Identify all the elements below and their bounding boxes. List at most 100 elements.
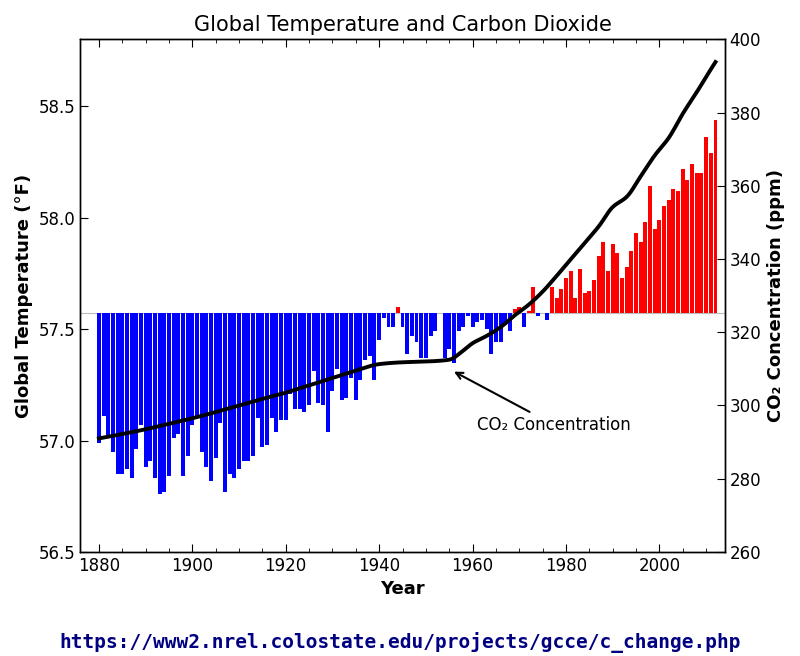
Bar <box>125 314 129 470</box>
Bar <box>143 314 147 467</box>
Bar <box>434 314 437 331</box>
Bar <box>349 314 353 378</box>
Bar <box>470 314 474 327</box>
Bar <box>134 314 138 449</box>
Bar <box>686 180 690 314</box>
Bar <box>447 314 451 349</box>
Bar <box>699 173 703 314</box>
Bar <box>358 314 362 380</box>
Bar <box>410 314 414 336</box>
Bar <box>587 291 591 314</box>
Bar <box>148 314 152 461</box>
Bar <box>228 314 232 474</box>
Bar <box>518 307 522 314</box>
Bar <box>592 280 596 314</box>
Bar <box>209 314 213 481</box>
Bar <box>139 314 143 425</box>
Bar <box>513 309 517 314</box>
Bar <box>485 314 489 329</box>
Bar <box>391 314 395 327</box>
Bar <box>396 307 400 314</box>
Bar <box>377 314 381 340</box>
Bar <box>606 271 610 314</box>
Bar <box>246 314 250 461</box>
Bar <box>602 242 606 314</box>
Title: Global Temperature and Carbon Dioxide: Global Temperature and Carbon Dioxide <box>194 15 611 35</box>
Bar <box>242 314 246 461</box>
Bar <box>671 189 675 314</box>
Bar <box>354 314 358 400</box>
Bar <box>288 314 292 394</box>
Bar <box>638 242 642 314</box>
Bar <box>382 314 386 318</box>
Bar <box>120 314 124 474</box>
Bar <box>111 314 115 451</box>
Bar <box>714 119 718 314</box>
Bar <box>582 293 586 314</box>
Bar <box>508 314 512 331</box>
Bar <box>363 314 367 360</box>
Bar <box>414 314 418 342</box>
Bar <box>494 314 498 342</box>
Bar <box>625 267 629 314</box>
Bar <box>457 314 461 331</box>
Bar <box>330 314 334 392</box>
Bar <box>298 314 302 409</box>
Bar <box>554 298 558 314</box>
Bar <box>345 314 349 398</box>
Bar <box>312 314 316 371</box>
Bar <box>237 314 241 470</box>
Bar <box>326 314 330 432</box>
Bar <box>658 220 662 314</box>
Bar <box>172 314 175 438</box>
Bar <box>153 314 157 478</box>
Bar <box>405 314 409 354</box>
Bar <box>522 314 526 327</box>
Bar <box>302 314 306 411</box>
X-axis label: Year: Year <box>380 581 425 598</box>
Bar <box>260 314 264 447</box>
Bar <box>648 186 652 314</box>
Bar <box>526 311 530 314</box>
Bar <box>462 314 466 327</box>
Bar <box>106 314 110 438</box>
Bar <box>690 164 694 314</box>
Bar <box>162 314 166 492</box>
Bar <box>419 314 423 358</box>
Bar <box>256 314 260 419</box>
Bar <box>681 169 685 314</box>
Bar <box>531 287 535 314</box>
Bar <box>564 277 568 314</box>
Text: https://www2.nrel.colostate.edu/projects/gcce/c_change.php: https://www2.nrel.colostate.edu/projects… <box>59 632 741 653</box>
Bar <box>293 314 297 409</box>
Bar <box>569 271 573 314</box>
Bar <box>615 253 619 314</box>
Bar <box>204 314 208 467</box>
Bar <box>223 314 227 492</box>
Bar <box>503 314 507 325</box>
Bar <box>270 314 274 419</box>
Bar <box>97 314 101 443</box>
Bar <box>704 137 708 314</box>
Bar <box>190 314 194 425</box>
Bar <box>620 277 624 314</box>
Bar <box>274 314 278 432</box>
Bar <box>536 314 540 316</box>
Y-axis label: Global Temperature (°F): Global Temperature (°F) <box>15 174 33 418</box>
Bar <box>662 207 666 314</box>
Bar <box>265 314 269 445</box>
Bar <box>158 314 162 494</box>
Bar <box>578 269 582 314</box>
Bar <box>574 298 578 314</box>
Bar <box>666 200 670 314</box>
Bar <box>251 314 255 456</box>
Bar <box>321 314 325 405</box>
Bar <box>559 289 563 314</box>
Text: CO₂ Concentration: CO₂ Concentration <box>456 373 631 434</box>
Bar <box>167 314 171 476</box>
Bar <box>498 314 502 342</box>
Bar <box>102 314 106 416</box>
Bar <box>630 251 634 314</box>
Bar <box>340 314 344 400</box>
Bar <box>335 314 339 369</box>
